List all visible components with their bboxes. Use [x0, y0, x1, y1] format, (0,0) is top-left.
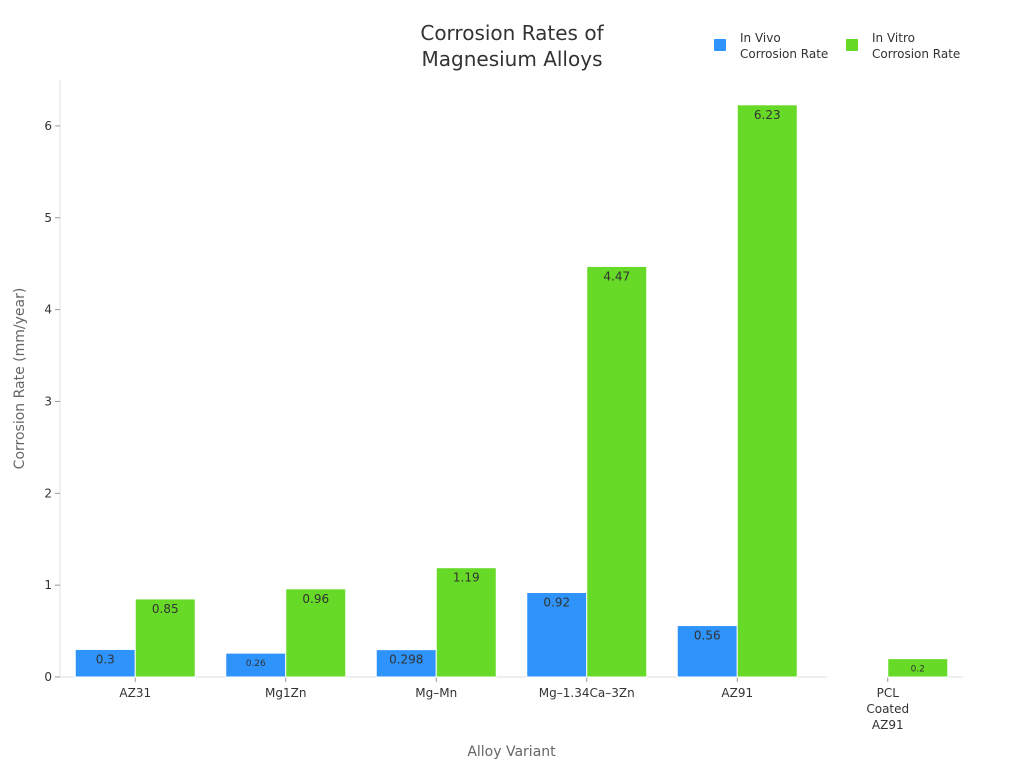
bar-in-vivo [526, 592, 588, 678]
x-tick-label: PCL [877, 686, 900, 700]
chart-title-line: Magnesium Alloys [422, 47, 603, 71]
legend-swatch [846, 39, 858, 51]
y-tick-label: 6 [44, 119, 52, 133]
x-tick-label: Mg–Mn [415, 686, 457, 700]
bar-in-vitro [435, 567, 497, 678]
bar-value-label: 6.23 [754, 108, 781, 122]
x-tick-label: AZ31 [119, 686, 151, 700]
legend-label: In Vivo [740, 31, 781, 45]
x-tick-label: Coated [866, 702, 909, 716]
bar-in-vivo [74, 648, 136, 678]
x-tick-label: Mg1Zn [265, 686, 306, 700]
y-tick-label: 3 [44, 394, 52, 408]
y-tick-label: 4 [44, 303, 52, 317]
bars [74, 104, 949, 678]
bar-in-vitro [586, 265, 648, 678]
bar-labels: 0.3 0.85 0.26 0.96 0.298 1.19 0.92 4.47 0.56 6.23… [96, 108, 925, 675]
legend: In Vivo Corrosion Rate In Vitro Corrosion R… [714, 31, 960, 61]
x-tick-label: AZ91 [872, 718, 904, 732]
y-axis: 0 1 2 3 4 5 6 Corrosion Rate (mm/year) [12, 80, 61, 684]
bar-in-vivo [375, 649, 437, 678]
y-axis-title: Corrosion Rate (mm/year) [12, 288, 28, 470]
bar-value-label: 0.92 [543, 596, 570, 610]
bar-value-label: 0.85 [152, 602, 179, 616]
bar-value-label: 0.2 [911, 665, 925, 675]
y-tick-label: 2 [44, 486, 52, 500]
bar-in-vitro [134, 598, 196, 678]
x-axis-title: Alloy Variant [467, 744, 556, 760]
legend-label: In Vitro [872, 31, 915, 45]
bar-value-label: 0.26 [246, 659, 266, 669]
x-axis: AZ31 Mg1Zn Mg–Mn Mg–1.34Ca–3Zn AZ91 PCL Coated… [60, 676, 963, 760]
bar-value-label: 4.47 [603, 269, 630, 283]
bar-value-label: 0.3 [96, 652, 115, 666]
bar-in-vitro [887, 658, 949, 678]
bar-value-label: 0.298 [389, 653, 423, 667]
bar-in-vitro [736, 104, 798, 678]
bar-value-label: 0.56 [694, 629, 721, 643]
x-tick-label: Mg–1.34Ca–3Zn [539, 686, 635, 700]
y-tick-label: 0 [44, 670, 52, 684]
legend-label: Corrosion Rate [740, 47, 828, 61]
x-tick-label: AZ91 [721, 686, 753, 700]
bar-value-label: 0.96 [302, 592, 329, 606]
y-tick-label: 5 [44, 211, 52, 225]
legend-label: Corrosion Rate [872, 47, 960, 61]
bar-in-vitro [285, 588, 347, 678]
chart-title-line: Corrosion Rates of [420, 21, 604, 45]
bar-in-vivo [827, 675, 889, 678]
bar-value-label: 1.19 [453, 571, 480, 585]
y-tick-label: 1 [44, 578, 52, 592]
legend-swatch [714, 39, 726, 51]
